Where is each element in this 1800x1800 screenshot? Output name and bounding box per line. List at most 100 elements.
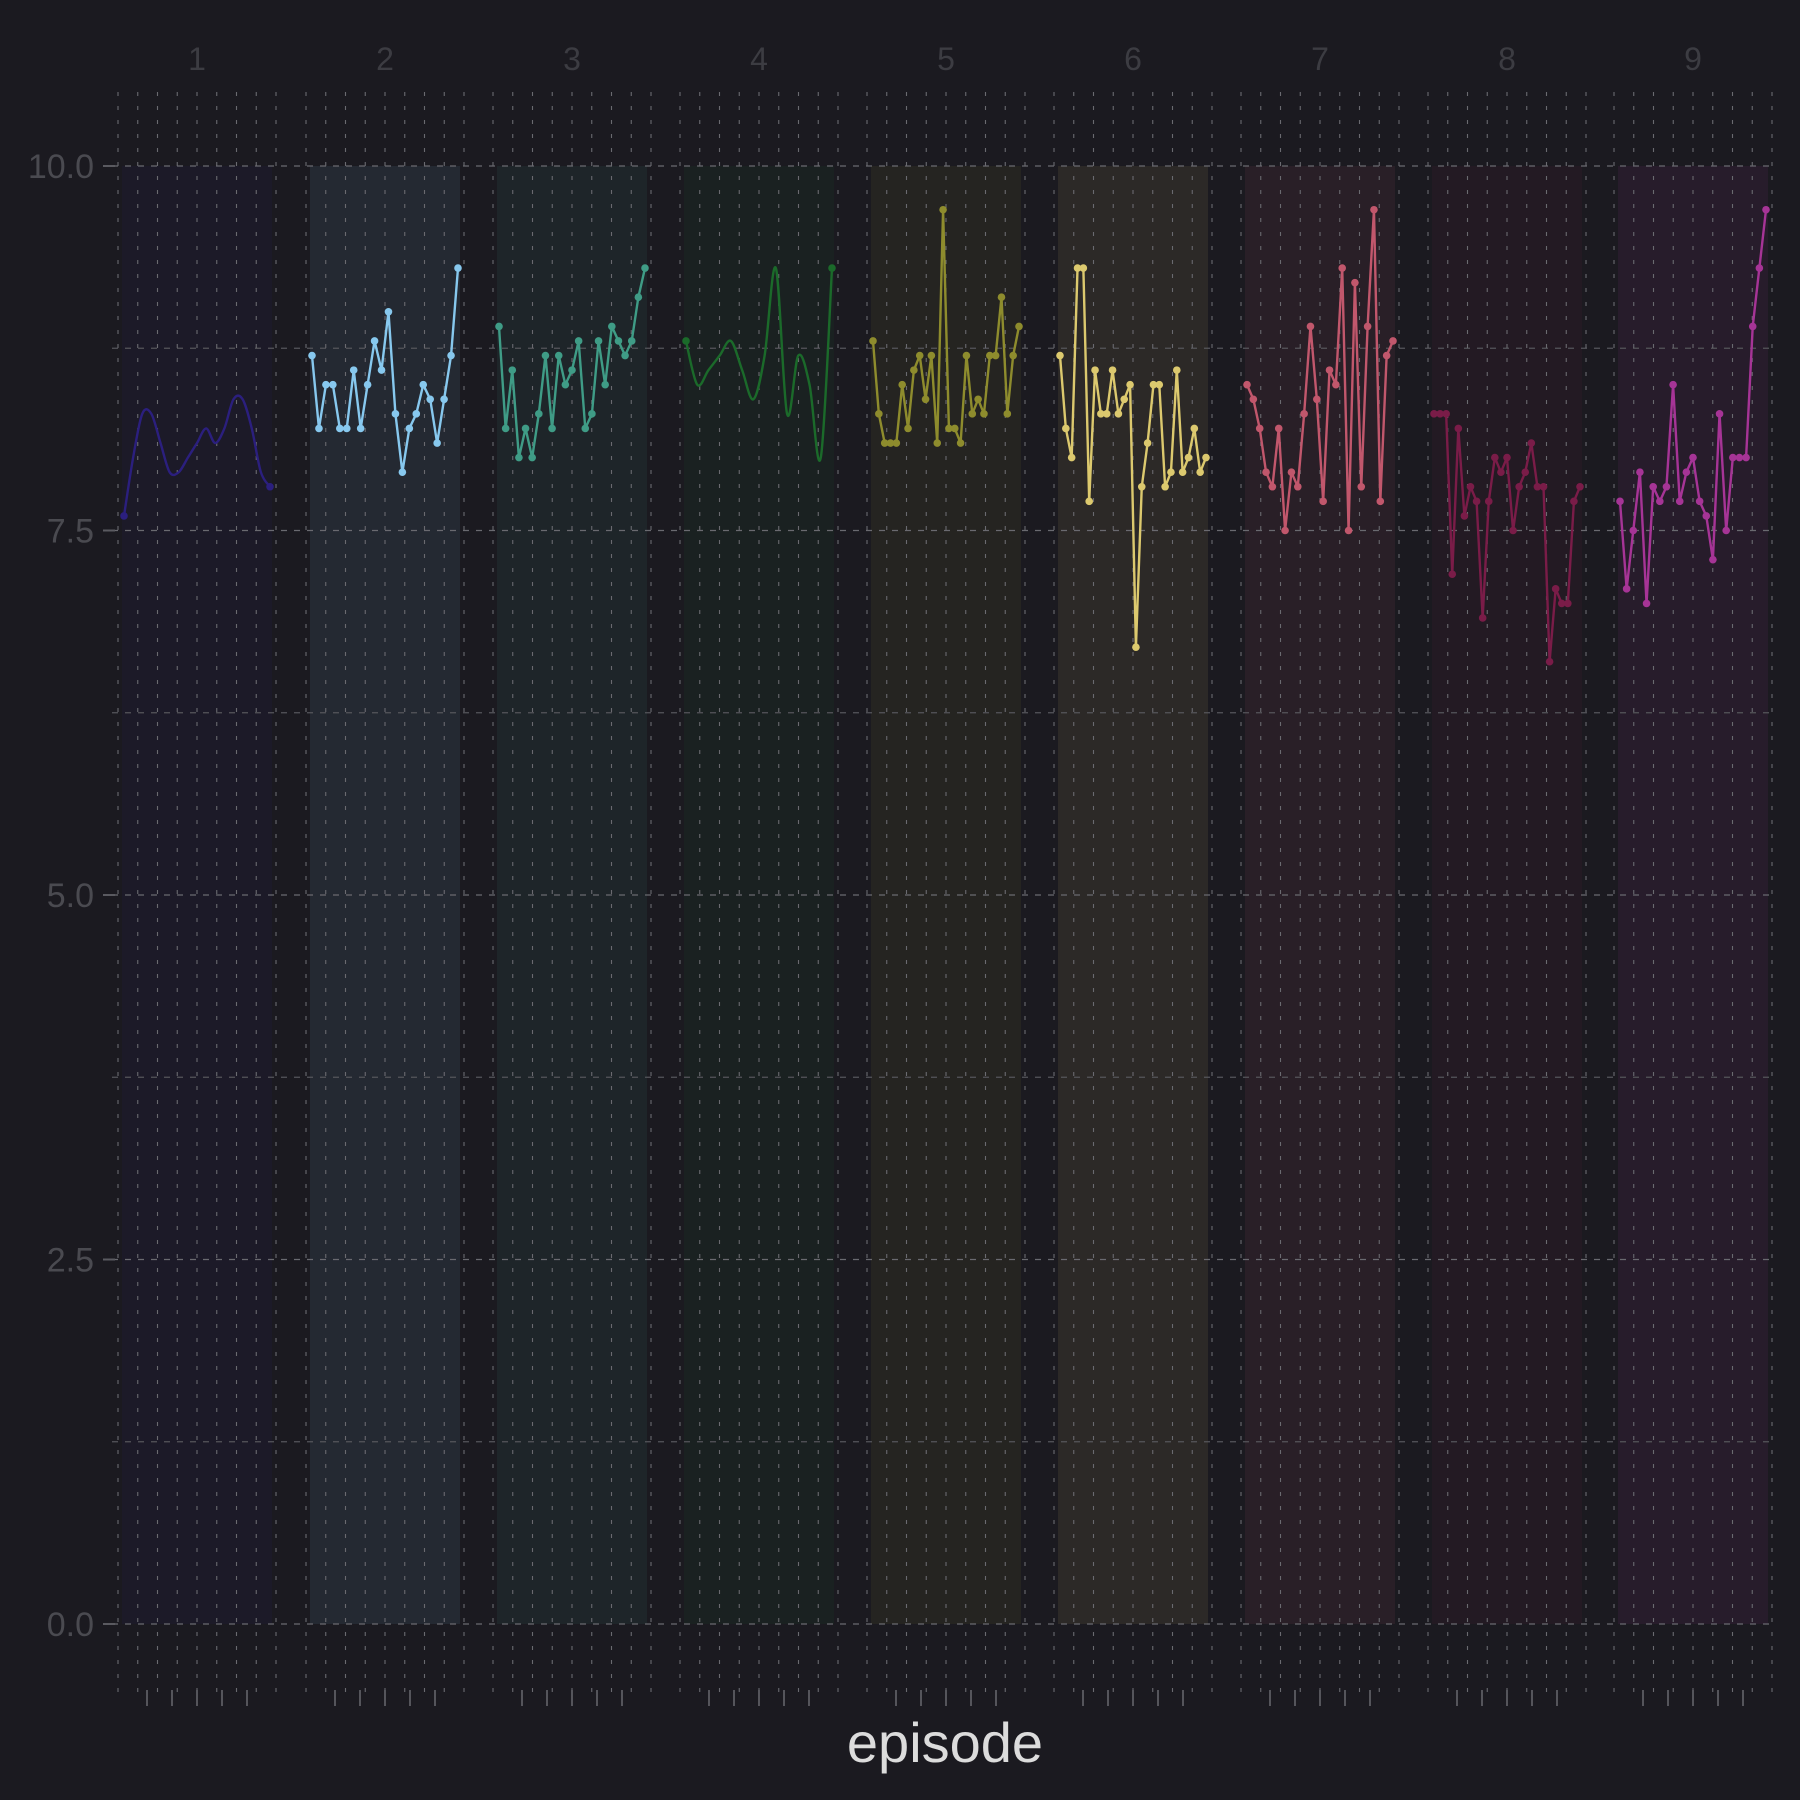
data-point (1478, 614, 1487, 622)
data-point (266, 482, 274, 491)
data-point (898, 380, 906, 389)
series-line-episode-6 (1058, 266, 1208, 649)
data-point (1079, 264, 1088, 272)
data-point (1662, 482, 1671, 491)
data-point (1551, 585, 1560, 593)
data-point (1466, 482, 1475, 491)
data-point (880, 439, 889, 447)
y-tick-label: 2.5 (47, 1242, 94, 1280)
facet-label-3: 3 (563, 41, 581, 77)
data-point (1003, 410, 1012, 418)
data-point (329, 380, 337, 389)
data-point (1085, 497, 1093, 506)
data-point (528, 453, 536, 462)
data-point (1509, 526, 1517, 535)
data-point (1515, 482, 1523, 491)
data-point (1382, 351, 1391, 360)
data-point (1173, 366, 1181, 374)
data-point (1332, 380, 1340, 389)
data-point (384, 308, 393, 316)
data-point (419, 380, 428, 389)
data-point (886, 439, 895, 447)
y-tick-label: 7.5 (47, 513, 94, 551)
data-point (927, 351, 936, 360)
data-point (1091, 366, 1099, 374)
data-point (945, 424, 953, 433)
data-point (933, 439, 942, 447)
data-point (1319, 497, 1327, 506)
data-point (634, 293, 643, 302)
data-point (1073, 264, 1082, 272)
data-point (1539, 482, 1548, 491)
y-tick-label: 0.0 (47, 1606, 94, 1644)
data-point (1557, 599, 1566, 608)
data-point (1126, 380, 1134, 389)
data-point (1762, 205, 1770, 214)
data-point (1287, 468, 1296, 476)
data-point (508, 366, 517, 374)
data-point (1363, 322, 1372, 331)
data-point (1695, 497, 1704, 506)
data-point (1009, 351, 1017, 360)
data-point (1351, 278, 1359, 287)
data-point (1268, 482, 1277, 491)
data-point (627, 337, 636, 345)
data-point (1682, 468, 1691, 476)
data-point (968, 410, 977, 418)
data-point (1015, 322, 1023, 331)
data-point (682, 337, 690, 345)
data-point (1616, 497, 1624, 506)
y-tick-label: 5.0 (47, 877, 94, 915)
data-point (950, 424, 959, 433)
data-point (1448, 570, 1457, 579)
data-point (1120, 395, 1129, 404)
data-point (1755, 264, 1764, 272)
data-point (1202, 453, 1210, 462)
data-point (515, 453, 523, 462)
data-point (1689, 453, 1697, 462)
data-point (1491, 453, 1499, 462)
data-point (433, 439, 441, 447)
data-point (1472, 497, 1481, 506)
facet-label-9: 9 (1684, 41, 1702, 77)
data-point (614, 337, 623, 345)
data-point (412, 410, 421, 418)
y-axis: 0.0 2.5 5.0 7.5 10.0 (28, 148, 115, 1644)
data-point (447, 351, 455, 360)
data-point (405, 424, 414, 433)
data-point (1293, 482, 1302, 491)
data-point (1274, 424, 1283, 433)
data-point (1249, 395, 1258, 404)
data-point (349, 366, 358, 374)
facet-label-4: 4 (750, 41, 768, 77)
facet-background-7 (1245, 166, 1395, 1624)
data-point (588, 410, 596, 418)
data-point (1649, 482, 1657, 491)
facet-label-8: 8 (1498, 41, 1516, 77)
data-point (1436, 410, 1444, 418)
data-point (939, 205, 947, 214)
facet-background-1 (122, 166, 272, 1624)
facet-label-5: 5 (937, 41, 955, 77)
data-point (1338, 264, 1347, 272)
data-point (495, 322, 503, 331)
data-point (1622, 585, 1631, 593)
data-point (391, 410, 400, 418)
data-point (521, 424, 530, 433)
data-point (962, 351, 971, 360)
data-point (1067, 453, 1076, 462)
data-point (120, 512, 128, 520)
data-point (1735, 453, 1744, 462)
series-lines (120, 205, 1770, 666)
data-point (541, 351, 550, 360)
data-point (377, 366, 386, 374)
data-point (342, 424, 351, 433)
data-point (322, 380, 330, 389)
data-point (1675, 497, 1684, 506)
data-point (1262, 468, 1270, 476)
data-point (875, 410, 883, 418)
data-point (621, 351, 629, 360)
data-point (1184, 453, 1193, 462)
data-point (398, 468, 407, 476)
data-point (974, 395, 982, 404)
